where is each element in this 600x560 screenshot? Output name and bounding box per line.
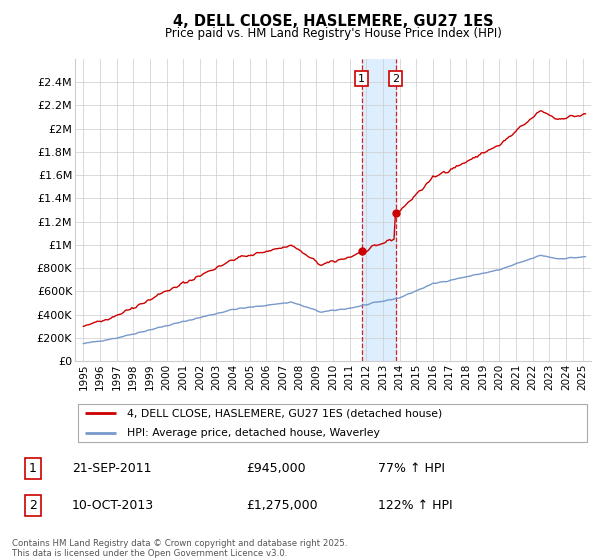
- Text: 2: 2: [392, 73, 400, 83]
- Text: 1: 1: [358, 73, 365, 83]
- Text: 4, DELL CLOSE, HASLEMERE, GU27 1ES (detached house): 4, DELL CLOSE, HASLEMERE, GU27 1ES (deta…: [127, 408, 442, 418]
- Bar: [362, 59, 396, 361]
- Text: HPI: Average price, detached house, Waverley: HPI: Average price, detached house, Wave…: [127, 428, 379, 437]
- Text: Contains HM Land Registry data © Crown copyright and database right 2025.
This d: Contains HM Land Registry data © Crown c…: [12, 539, 347, 558]
- Text: 77% ↑ HPI: 77% ↑ HPI: [378, 462, 445, 475]
- Text: 122% ↑ HPI: 122% ↑ HPI: [378, 499, 452, 512]
- Text: 2: 2: [29, 499, 37, 512]
- FancyBboxPatch shape: [77, 404, 587, 442]
- Text: 1: 1: [29, 462, 37, 475]
- Text: 4, DELL CLOSE, HASLEMERE, GU27 1ES: 4, DELL CLOSE, HASLEMERE, GU27 1ES: [173, 14, 493, 29]
- Text: £1,275,000: £1,275,000: [246, 499, 317, 512]
- Text: 21-SEP-2011: 21-SEP-2011: [72, 462, 151, 475]
- Text: 10-OCT-2013: 10-OCT-2013: [72, 499, 154, 512]
- Text: Price paid vs. HM Land Registry's House Price Index (HPI): Price paid vs. HM Land Registry's House …: [164, 27, 502, 40]
- Text: £945,000: £945,000: [246, 462, 305, 475]
